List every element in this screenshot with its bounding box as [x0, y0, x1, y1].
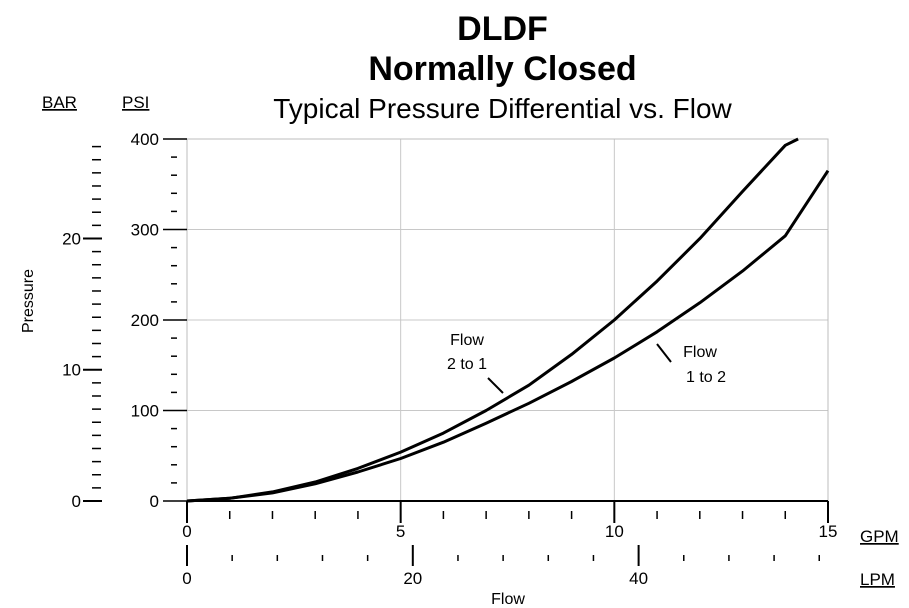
y-axis-title: Pressure — [20, 269, 37, 333]
x2-tick-label: 40 — [629, 569, 648, 588]
series-1-leader-line — [487, 377, 504, 394]
x-axis-title: Flow — [491, 591, 525, 608]
x-tick-label: 5 — [396, 522, 405, 541]
y-tick-label: 0 — [150, 492, 159, 511]
y2-tick-label: 10 — [62, 361, 81, 380]
series-1-label: 2 to 1 — [447, 356, 487, 373]
y2-tick-label: 20 — [62, 229, 81, 248]
y-tick-label: 100 — [131, 402, 159, 421]
y-tick-label: 400 — [131, 130, 159, 149]
y-units-label: PSI — [122, 93, 149, 112]
y-tick-label: 200 — [131, 311, 159, 330]
series-1-label: Flow — [450, 332, 484, 349]
x2-tick-label: 20 — [403, 569, 422, 588]
x2-units-label: LPM — [860, 570, 895, 589]
y-tick-label: 300 — [131, 221, 159, 240]
series-2-leader-line — [656, 343, 672, 363]
y2-units-label: BAR — [42, 93, 77, 112]
chart-subtitle: Normally Closed — [368, 50, 637, 88]
x-tick-label: 0 — [182, 522, 191, 541]
x-tick-label: 15 — [819, 522, 838, 541]
x2-tick-label: 0 — [182, 569, 191, 588]
chart-title: DLDF — [457, 10, 548, 48]
series-line-2 — [186, 169, 830, 503]
x-units-label: GPM — [860, 527, 899, 546]
x-tick-label: 10 — [605, 522, 624, 541]
chart-subtitle-secondary: Typical Pressure Differential vs. Flow — [273, 93, 732, 124]
series-2-label: 1 to 2 — [686, 369, 726, 386]
series-2-label: Flow — [683, 344, 717, 361]
y2-tick-label: 0 — [72, 492, 81, 511]
